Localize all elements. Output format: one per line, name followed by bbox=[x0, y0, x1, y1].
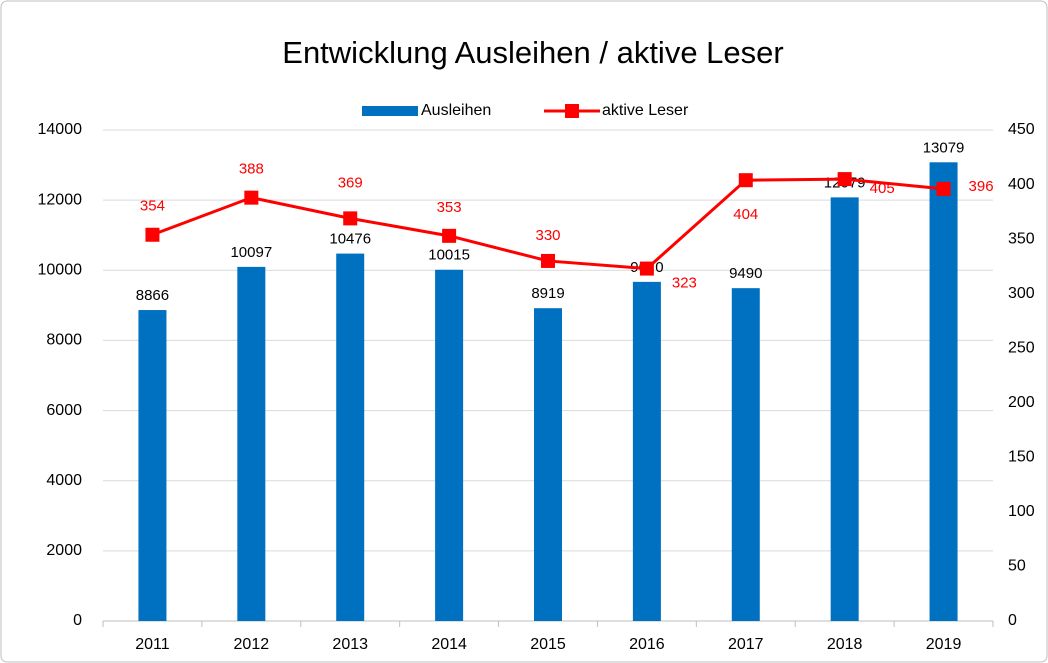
y2-tick-label: 350 bbox=[1008, 230, 1035, 247]
data-label: 396 bbox=[969, 178, 994, 195]
y2-tick-label: 50 bbox=[1008, 558, 1026, 575]
line-marker bbox=[145, 227, 160, 242]
legend-swatch bbox=[362, 106, 418, 116]
bar bbox=[632, 281, 661, 621]
data-label: 8866 bbox=[136, 287, 169, 304]
x-tick-label: 2015 bbox=[530, 636, 566, 653]
y-tick-label: 10000 bbox=[38, 262, 83, 279]
bar bbox=[138, 310, 167, 621]
y-tick-label: 12000 bbox=[38, 191, 83, 208]
x-tick-label: 2012 bbox=[234, 636, 270, 653]
y2-tick-label: 200 bbox=[1008, 394, 1035, 411]
y-tick-label: 8000 bbox=[46, 332, 82, 349]
line-marker bbox=[738, 173, 753, 188]
y-tick-label: 2000 bbox=[46, 542, 82, 559]
data-label: 388 bbox=[239, 161, 264, 178]
data-label: 354 bbox=[140, 198, 165, 215]
x-tick-label: 2013 bbox=[332, 636, 368, 653]
x-tick-label: 2018 bbox=[827, 636, 863, 653]
line-marker bbox=[442, 228, 457, 243]
y2-tick-label: 250 bbox=[1008, 339, 1035, 356]
line-marker bbox=[541, 253, 555, 268]
data-label: 8919 bbox=[531, 285, 564, 302]
legend-label: aktive Leser bbox=[602, 102, 689, 119]
legend-swatch bbox=[565, 104, 579, 118]
x-tick-label: 2019 bbox=[926, 636, 962, 653]
data-label: 10015 bbox=[428, 247, 470, 264]
x-tick-label: 2016 bbox=[629, 636, 665, 653]
y-tick-label: 4000 bbox=[46, 472, 82, 489]
y2-tick-label: 100 bbox=[1008, 503, 1035, 520]
line-marker bbox=[837, 172, 852, 187]
y2-tick-label: 450 bbox=[1008, 121, 1035, 138]
line-marker bbox=[244, 190, 259, 205]
y2-tick-label: 400 bbox=[1008, 176, 1035, 193]
data-label: 9490 bbox=[729, 265, 762, 282]
line-marker bbox=[936, 181, 951, 196]
bar bbox=[336, 253, 365, 621]
data-label: 405 bbox=[870, 180, 895, 197]
x-tick-label: 2017 bbox=[728, 636, 764, 653]
bar bbox=[830, 197, 859, 622]
data-label: 13079 bbox=[923, 139, 965, 156]
legend-label: Ausleihen bbox=[421, 102, 491, 119]
bar bbox=[731, 288, 760, 621]
data-label: 323 bbox=[672, 275, 697, 292]
x-tick-label: 2011 bbox=[135, 636, 170, 653]
data-label: 404 bbox=[733, 206, 758, 223]
x-tick-label: 2014 bbox=[431, 636, 467, 653]
data-label: 10097 bbox=[230, 244, 272, 261]
y-tick-label: 6000 bbox=[46, 402, 82, 419]
y-tick-label: 0 bbox=[73, 612, 82, 629]
y2-tick-label: 300 bbox=[1008, 285, 1035, 302]
y2-tick-label: 150 bbox=[1008, 449, 1035, 466]
line-marker bbox=[639, 261, 654, 276]
bar bbox=[534, 308, 562, 621]
bar bbox=[929, 162, 958, 621]
data-label: 330 bbox=[535, 227, 560, 244]
bar bbox=[237, 266, 266, 621]
y2-tick-label: 0 bbox=[1008, 612, 1017, 629]
bar bbox=[435, 269, 464, 621]
data-label: 10476 bbox=[329, 231, 371, 248]
data-label: 369 bbox=[338, 174, 363, 191]
chart-title: Entwicklung Ausleihen / aktive Leser bbox=[282, 35, 783, 70]
data-label: 353 bbox=[437, 199, 462, 216]
line-marker bbox=[343, 211, 358, 226]
y-tick-label: 14000 bbox=[38, 121, 83, 138]
